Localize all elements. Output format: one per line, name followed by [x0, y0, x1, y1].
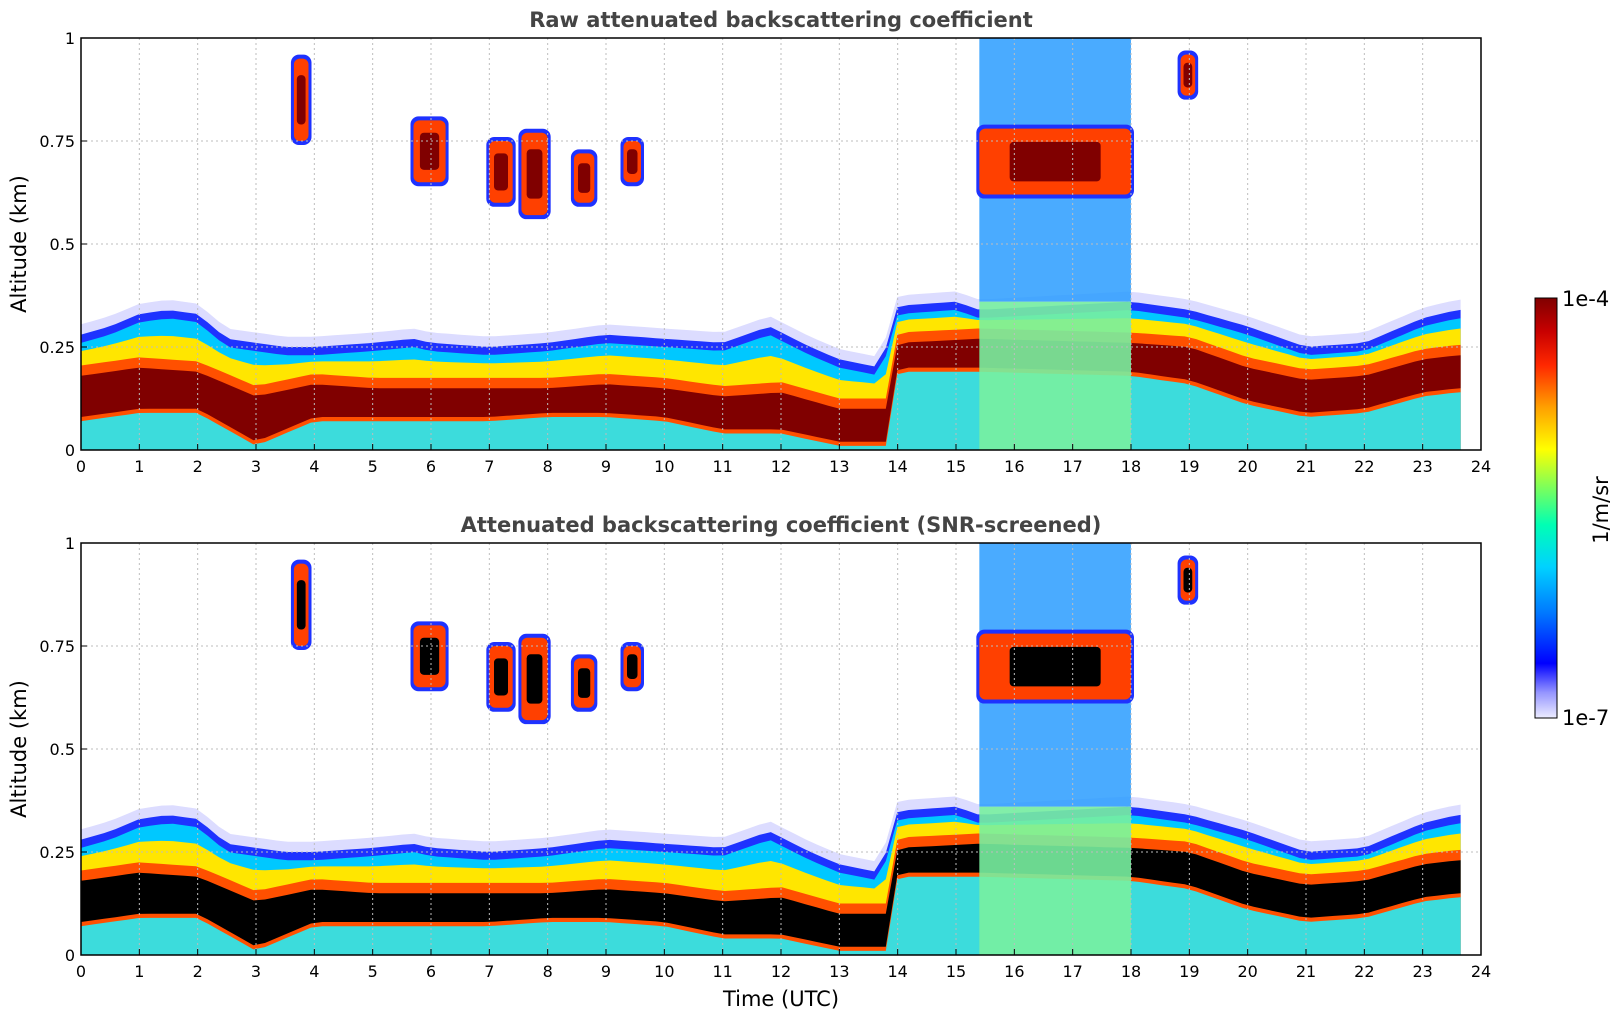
mixed-layer-lower	[979, 301, 1131, 450]
x-tick-label: 15	[946, 457, 966, 476]
x-tick-label: 0	[76, 962, 86, 981]
y-axis-label: Altitude (km)	[7, 175, 31, 313]
cloud-core	[578, 163, 591, 193]
panel-title: Raw attenuated backscattering coefficien…	[529, 8, 1033, 32]
x-tick-label: 1	[134, 962, 144, 981]
x-tick-label: 8	[543, 962, 553, 981]
cloud-core	[627, 654, 638, 679]
x-tick-label: 3	[251, 962, 261, 981]
x-tick-label: 11	[712, 962, 732, 981]
x-tick-label: 2	[193, 457, 203, 476]
x-tick-label: 21	[1296, 457, 1316, 476]
cloud-core	[1183, 567, 1193, 593]
x-tick-label: 10	[654, 457, 674, 476]
axis-ticks: 0 1 2 3 4 5 6 7 8 9 10 11 12 13 14 15 16 17 18 19 20 21 22 23 24…	[39, 29, 1491, 476]
colorbar-max-label: 1e-4	[1562, 287, 1609, 311]
x-tick-label: 17	[1062, 457, 1082, 476]
y-tick-label: 0.75	[39, 132, 75, 151]
x-axis-label: Time (UTC)	[722, 987, 839, 1011]
x-tick-label: 18	[1121, 962, 1141, 981]
y-tick-label: 1	[65, 534, 75, 553]
axis-ticks: 0 1 2 3 4 5 6 7 8 9 10 11 12 13 14 15 16 17 18 19 20 21 22 23 24…	[39, 534, 1491, 981]
cloud-core	[419, 132, 440, 170]
x-tick-label: 22	[1354, 457, 1374, 476]
x-tick-label: 20	[1237, 457, 1257, 476]
y-tick-label: 0.75	[39, 637, 75, 656]
x-tick-label: 3	[251, 457, 261, 476]
cloud-core	[1183, 62, 1193, 88]
x-tick-label: 16	[1004, 457, 1024, 476]
cloud-core	[627, 149, 638, 174]
x-tick-label: 0	[76, 457, 86, 476]
cloud-core	[526, 654, 543, 704]
cloud-core	[419, 637, 440, 675]
colorbar-gradient	[1534, 297, 1558, 719]
x-tick-label: 24	[1471, 457, 1491, 476]
y-tick-label: 0.25	[39, 843, 75, 862]
x-tick-label: 14	[887, 962, 907, 981]
x-tick-label: 19	[1179, 457, 1199, 476]
panel-title: Attenuated backscattering coefficient (S…	[461, 513, 1102, 537]
x-tick-label: 7	[484, 962, 494, 981]
x-tick-label: 18	[1121, 457, 1141, 476]
x-tick-label: 9	[601, 457, 611, 476]
cloud-core	[1009, 646, 1101, 687]
gridlines	[81, 38, 1481, 450]
snr-screened-panel: Attenuated backscattering coefficient (S…	[7, 513, 1491, 1011]
y-tick-label: 0.25	[39, 338, 75, 357]
x-tick-label: 2	[193, 962, 203, 981]
x-tick-label: 24	[1471, 962, 1491, 981]
x-tick-label: 22	[1354, 962, 1374, 981]
y-tick-label: 0.5	[50, 740, 75, 759]
x-tick-label: 5	[368, 962, 378, 981]
mixed-layer-lower	[979, 806, 1131, 955]
x-tick-label: 12	[771, 962, 791, 981]
raw-backscatter-panel: Raw attenuated backscattering coefficien…	[7, 8, 1491, 476]
cloud-core	[1009, 141, 1101, 182]
y-tick-label: 0	[65, 441, 75, 460]
x-tick-label: 14	[887, 457, 907, 476]
x-tick-label: 21	[1296, 962, 1316, 981]
cloud-core	[296, 75, 306, 125]
x-tick-label: 6	[426, 962, 436, 981]
heatmap-layers	[81, 543, 1461, 955]
x-tick-label: 11	[712, 457, 732, 476]
gridlines	[81, 543, 1481, 955]
x-tick-label: 5	[368, 457, 378, 476]
x-tick-label: 20	[1237, 962, 1257, 981]
y-axis-label: Altitude (km)	[7, 680, 31, 818]
cloud-core	[494, 658, 508, 696]
x-tick-label: 9	[601, 962, 611, 981]
x-tick-label: 7	[484, 457, 494, 476]
x-tick-label: 17	[1062, 962, 1082, 981]
x-tick-label: 13	[829, 457, 849, 476]
x-tick-label: 1	[134, 457, 144, 476]
x-tick-label: 4	[309, 962, 319, 981]
x-tick-label: 15	[946, 962, 966, 981]
x-tick-label: 23	[1412, 962, 1432, 981]
colorbar-min-label: 1e-7	[1562, 706, 1609, 730]
cloud-core	[526, 149, 543, 199]
y-tick-label: 1	[65, 29, 75, 48]
cloud-core	[494, 153, 508, 191]
cloud-core	[296, 580, 306, 630]
heatmap-layers	[81, 38, 1461, 450]
x-tick-label: 10	[654, 962, 674, 981]
x-tick-label: 6	[426, 457, 436, 476]
x-tick-label: 12	[771, 457, 791, 476]
x-tick-label: 23	[1412, 457, 1432, 476]
colorbar: 1e-4 1e-7 1/m/sr	[1534, 287, 1613, 730]
x-tick-label: 4	[309, 457, 319, 476]
colorbar-units-label: 1/m/sr	[1589, 476, 1613, 544]
y-tick-label: 0.5	[50, 235, 75, 254]
y-tick-label: 0	[65, 946, 75, 965]
cloud-core	[578, 668, 591, 698]
x-tick-label: 8	[543, 457, 553, 476]
x-tick-label: 16	[1004, 962, 1024, 981]
x-tick-label: 19	[1179, 962, 1199, 981]
x-tick-label: 13	[829, 962, 849, 981]
